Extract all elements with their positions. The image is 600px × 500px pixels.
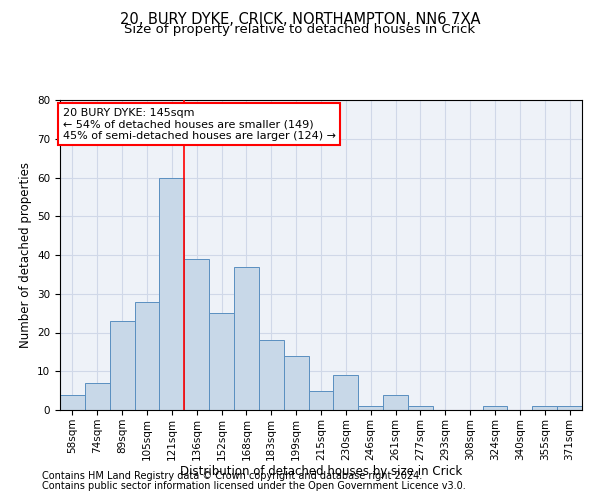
Bar xyxy=(234,266,259,410)
Text: Size of property relative to detached houses in Crick: Size of property relative to detached ho… xyxy=(124,22,476,36)
X-axis label: Distribution of detached houses by size in Crick: Distribution of detached houses by size … xyxy=(180,466,462,478)
Text: 20 BURY DYKE: 145sqm
← 54% of detached houses are smaller (149)
45% of semi-deta: 20 BURY DYKE: 145sqm ← 54% of detached h… xyxy=(62,108,335,141)
Bar xyxy=(358,406,383,410)
Bar xyxy=(160,178,184,410)
Y-axis label: Number of detached properties: Number of detached properties xyxy=(19,162,32,348)
Bar xyxy=(408,406,433,410)
Bar xyxy=(134,302,160,410)
Bar xyxy=(532,406,557,410)
Bar xyxy=(60,394,85,410)
Bar xyxy=(308,390,334,410)
Bar xyxy=(482,406,508,410)
Bar xyxy=(85,383,110,410)
Bar xyxy=(557,406,582,410)
Bar xyxy=(209,313,234,410)
Bar xyxy=(383,394,408,410)
Text: Contains HM Land Registry data © Crown copyright and database right 2024.: Contains HM Land Registry data © Crown c… xyxy=(42,471,422,481)
Bar xyxy=(184,259,209,410)
Bar xyxy=(334,375,358,410)
Text: 20, BURY DYKE, CRICK, NORTHAMPTON, NN6 7XA: 20, BURY DYKE, CRICK, NORTHAMPTON, NN6 7… xyxy=(120,12,480,28)
Bar xyxy=(110,321,134,410)
Bar xyxy=(259,340,284,410)
Text: Contains public sector information licensed under the Open Government Licence v3: Contains public sector information licen… xyxy=(42,481,466,491)
Bar xyxy=(284,356,308,410)
